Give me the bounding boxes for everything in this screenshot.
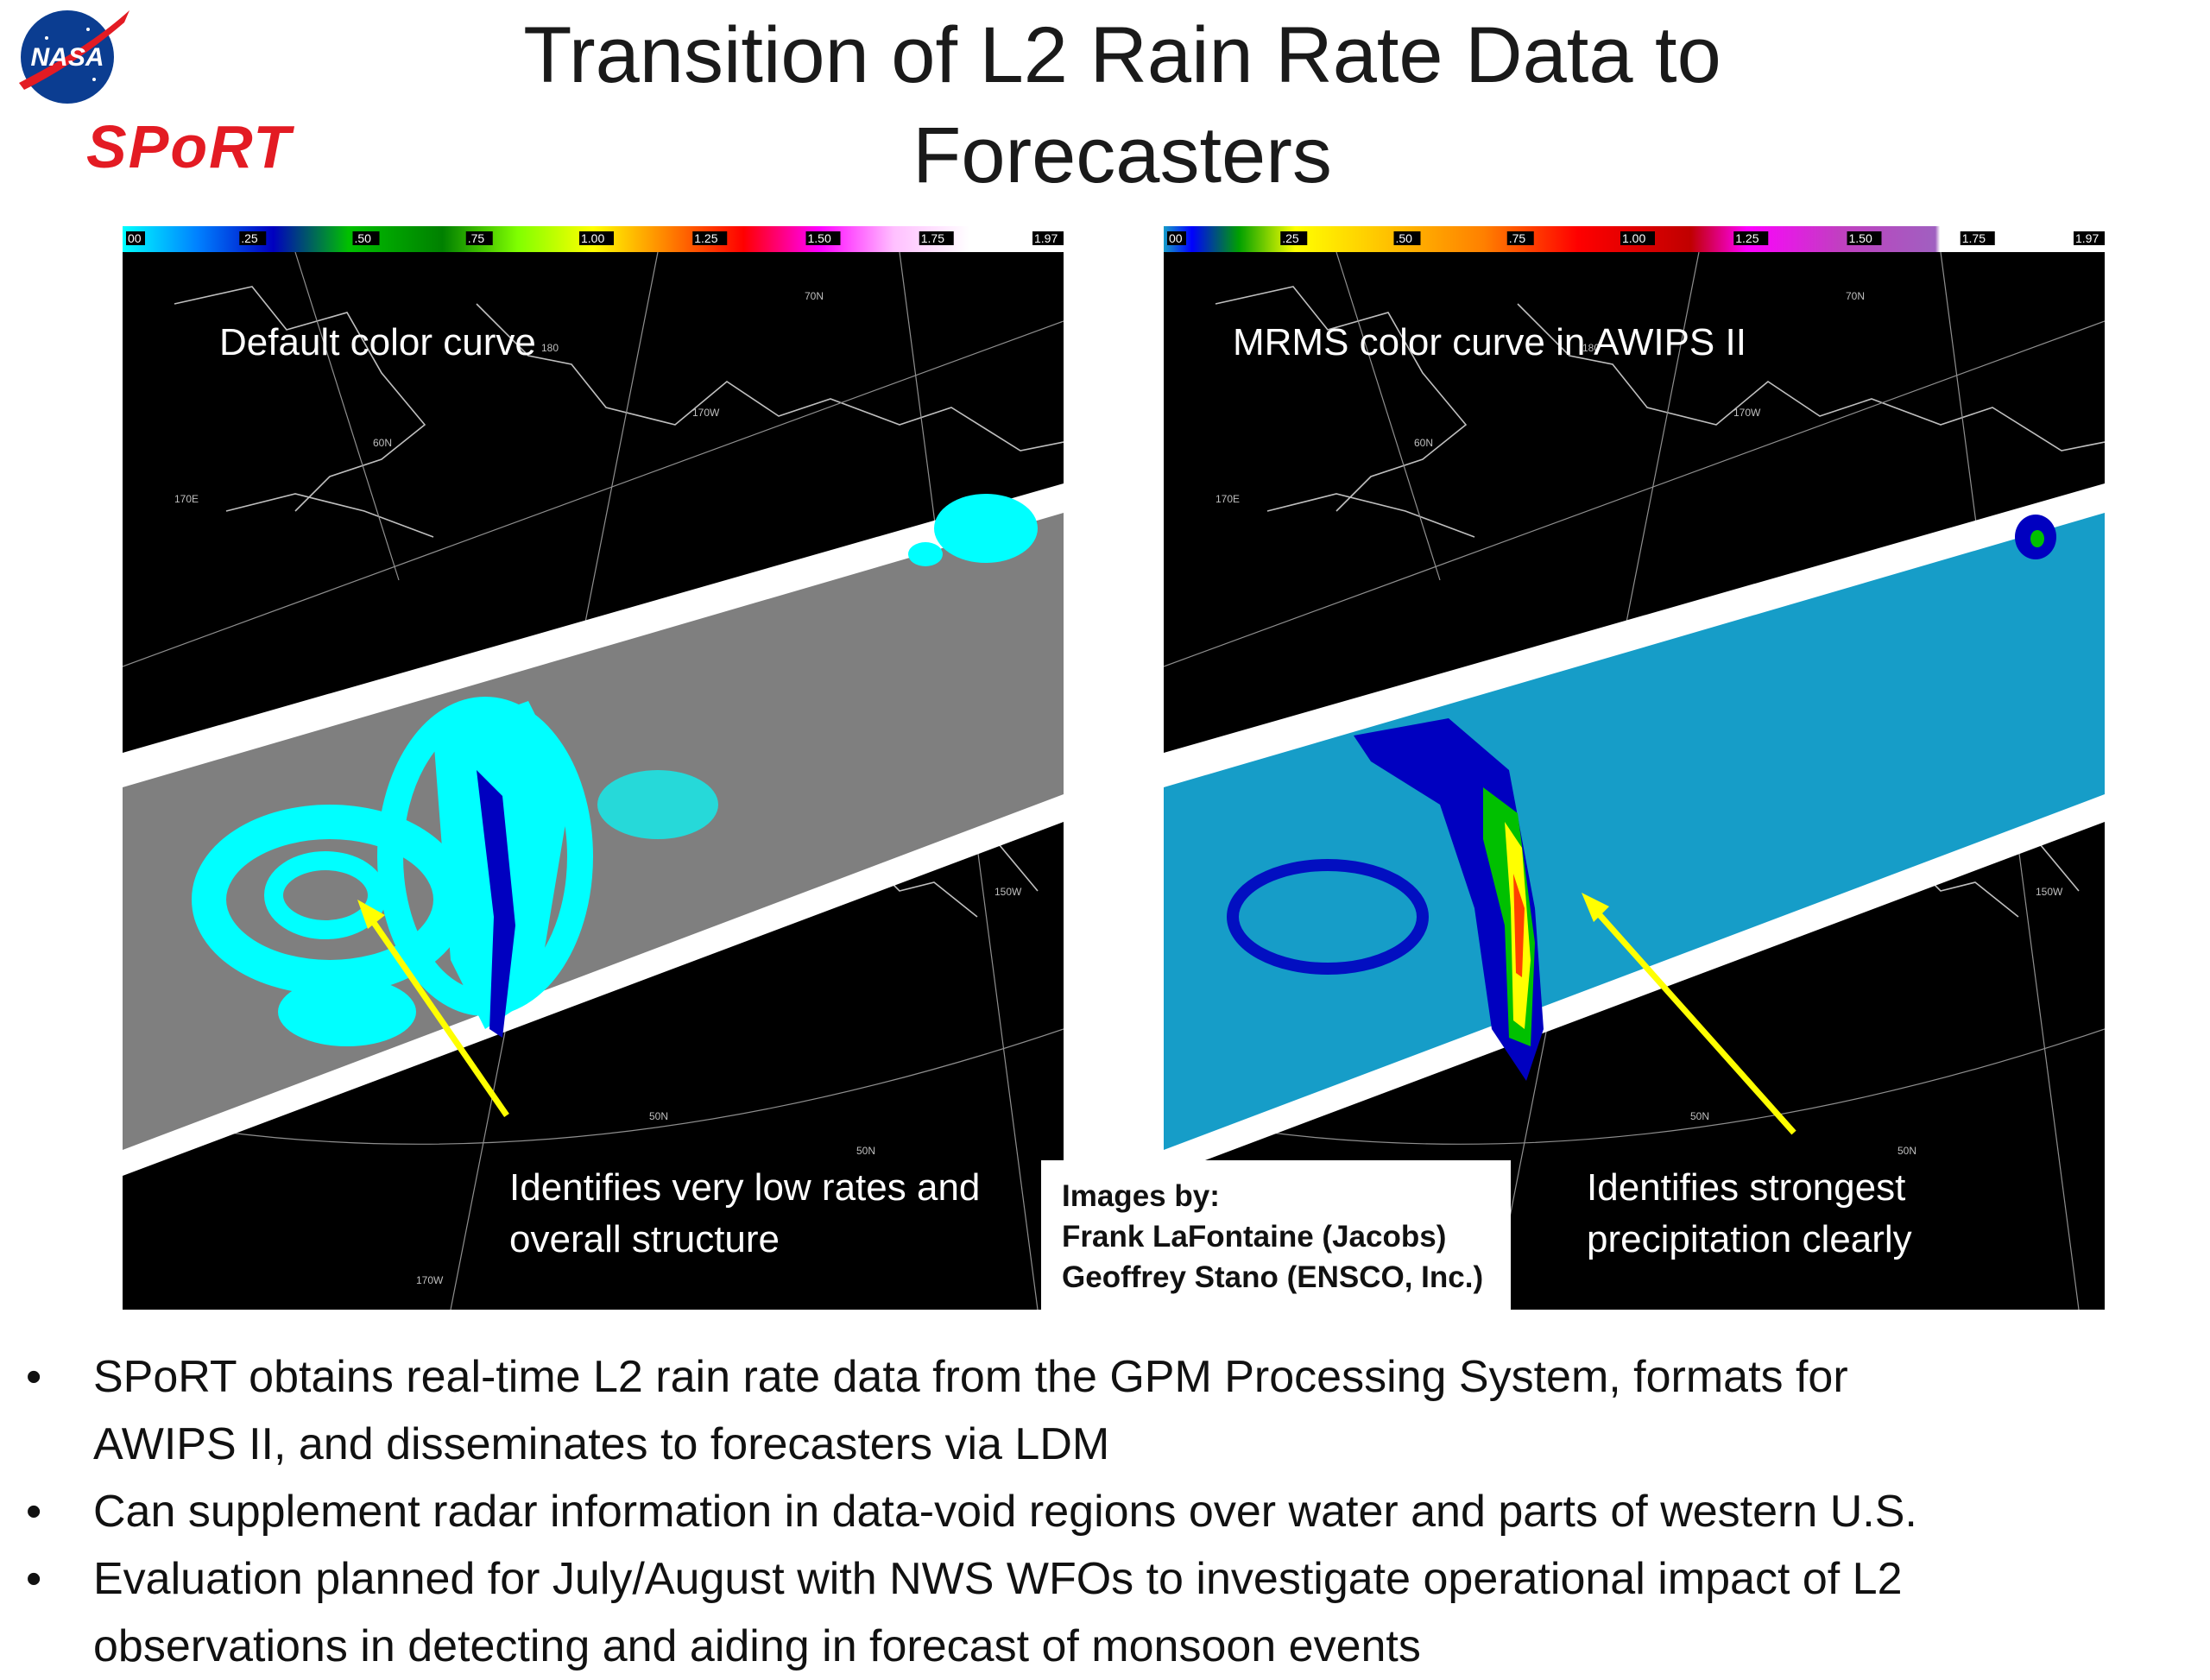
rain-rate-image-mrms: 00 .25 .50 .75 1.00 1.25 1.50 1.75 1.97 70N 60N 50… (1164, 226, 2105, 1310)
colorbar-tick-labels: 00 .25 .50 .75 1.00 1.25 1.50 1.75 1.97 (126, 231, 1064, 245)
map-coordinate-label: 170W (1733, 407, 1761, 419)
colorbar-tick-label: 1.97 (2075, 231, 2099, 245)
bullet-item: • Evaluation planned for July/August wit… (19, 1545, 2194, 1680)
colorbar-tick-label: .50 (355, 231, 372, 245)
bullet-list: • SPoRT obtains real-time L2 rain rate d… (19, 1343, 2194, 1680)
colorbar-tick-bg (1393, 231, 1421, 245)
colorbar-tick-label: 1.75 (1962, 231, 1986, 245)
image-credits: Images by: Frank LaFontaine (Jacobs) Geo… (1041, 1160, 1511, 1312)
precip-field (1227, 515, 2056, 1081)
colorbar-tick-label: 1.00 (1622, 231, 1645, 245)
svg-text:NASA: NASA (30, 43, 104, 72)
panel-label-default: Default color curve (219, 321, 536, 363)
colorbar-tick-bg (805, 231, 841, 245)
colorbar-tick-bg (1847, 231, 1882, 245)
colorbar-tick-bg (1960, 231, 1995, 245)
bullet-marker: • (26, 1554, 42, 1604)
colorbar-tick-bg (126, 231, 145, 245)
highlight-arrow (357, 900, 509, 1117)
colorbar-tick-label: .75 (468, 231, 485, 245)
map-default: 70N 60N 50N 170E 180 170W 150W 50N 170W (123, 252, 1064, 1310)
colorbar-tick-label: .25 (241, 231, 258, 245)
colorbar-tick-label: .75 (1509, 231, 1526, 245)
colorbar-tick-label: 00 (128, 231, 142, 245)
colorbar-tick-label: .50 (1396, 231, 1413, 245)
map-coordinate-label: 170E (1216, 493, 1240, 505)
colorbar-tick-bg (352, 231, 380, 245)
map-coordinate-label: 60N (373, 437, 392, 449)
caption-mrms: Identifies strongest precipitation clear… (1587, 1166, 1912, 1260)
colorbar-tick-bg (239, 231, 267, 245)
colorbar-tick-label: .25 (1282, 231, 1299, 245)
map-coordinate-label: 180 (1582, 342, 1600, 354)
svg-text:SPoRT: SPoRT (86, 113, 294, 180)
colorbar-tick-bg (465, 231, 493, 245)
colorbar-tick-bg (1280, 231, 1308, 245)
nasa-logo: NASA (19, 10, 129, 104)
colorbar-tick-labels: 00 .25 .50 .75 1.00 1.25 1.50 1.75 1.97 (1167, 231, 2105, 245)
colorbar-tick-bg (579, 231, 614, 245)
precip-moderate (477, 770, 515, 1038)
map-coordinate-label: 150W (994, 886, 1022, 898)
highlight-arrow (1582, 893, 1796, 1135)
colorbar-tick-label: 1.50 (808, 231, 831, 245)
colorbar-tick-bg (1167, 231, 1186, 245)
colorbar-tick-label: 1.97 (1034, 231, 1058, 245)
map-coordinate-label: 70N (805, 290, 824, 302)
map-coordinate-label: 170W (692, 407, 720, 419)
map-coordinate-label: 170W (416, 1274, 444, 1286)
colorbar-tick-label: 00 (1169, 231, 1183, 245)
colorbar-tick-label: 1.75 (921, 231, 944, 245)
map-coordinate-label: 50N (1897, 1145, 1916, 1157)
colorbar-default: 00 .25 .50 .75 1.00 1.25 1.50 1.75 1.97 (123, 226, 1064, 252)
bullet-marker: • (26, 1487, 42, 1537)
sport-logo: SPoRT (86, 113, 294, 180)
colorbar-tick-bg (1620, 231, 1655, 245)
map-coordinate-label: 70N (1846, 290, 1865, 302)
map-coordinate-label: 50N (1690, 1110, 1709, 1122)
colorbar-tick-label: 1.00 (581, 231, 604, 245)
map-coordinate-label: 50N (856, 1145, 875, 1157)
caption-default: Identifies very low rates and overall st… (509, 1166, 981, 1260)
map-coordinate-label: 180 (541, 342, 559, 354)
map-coordinate-label: 50N (649, 1110, 668, 1122)
colorbar-tick-bg (919, 231, 954, 245)
colorbar-tick-bg (2074, 231, 2105, 245)
rain-swath (1164, 513, 2105, 1150)
colorbar-tick-label: 1.50 (1849, 231, 1872, 245)
bullet-item: • Can supplement radar information in da… (19, 1478, 2194, 1545)
colorbar-tick-bg (1506, 231, 1534, 245)
panel-label-mrms: MRMS color curve in AWIPS II (1233, 321, 1746, 363)
bullet-item: • SPoRT obtains real-time L2 rain rate d… (19, 1343, 2194, 1478)
map-coordinate-labels: 70N 60N 50N 170E 180 170W 150W 50N 170W (174, 290, 1022, 1286)
colorbar-tick-label: 1.25 (1735, 231, 1759, 245)
colorbar-tick-label: 1.25 (694, 231, 717, 245)
colorbar-tick-bg (1733, 231, 1769, 245)
map-coordinate-label: 170E (174, 493, 199, 505)
map-coordinate-label: 150W (2036, 886, 2063, 898)
map-coordinate-label: 60N (1414, 437, 1433, 449)
bullet-marker: • (26, 1352, 42, 1402)
slide-title: Transition of L2 Rain Rate Data to Forec… (523, 11, 1721, 199)
colorbar-tick-bg (692, 231, 728, 245)
rain-rate-image-default: 00 .25 .50 .75 1.00 1.25 1.50 1.75 1.97 (123, 226, 1064, 1310)
colorbar-tick-bg (1032, 231, 1064, 245)
colorbar-mrms: 00 .25 .50 .75 1.00 1.25 1.50 1.75 1.97 (1164, 226, 2105, 252)
